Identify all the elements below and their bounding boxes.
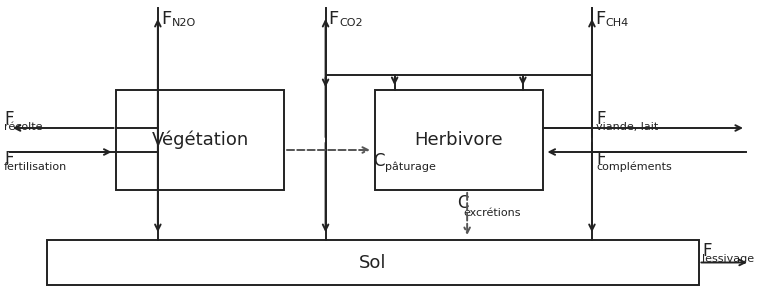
Text: viande, lait: viande, lait: [596, 122, 658, 132]
Bar: [116, 90, 284, 190]
Text: CH4: CH4: [606, 18, 629, 28]
Text: F: F: [329, 10, 339, 28]
Text: F: F: [596, 150, 605, 168]
Text: Sol: Sol: [359, 253, 387, 271]
Text: Végétation: Végétation: [152, 131, 249, 149]
Text: N2O: N2O: [172, 18, 196, 28]
Text: C: C: [457, 194, 469, 212]
Bar: [47, 240, 699, 285]
Text: F: F: [702, 243, 712, 261]
Text: F: F: [4, 110, 14, 128]
Text: CO2: CO2: [339, 18, 363, 28]
Text: récolte: récolte: [4, 122, 42, 132]
Bar: [375, 90, 542, 190]
Text: F: F: [161, 10, 171, 28]
Text: compléments: compléments: [596, 162, 672, 172]
Text: C: C: [373, 152, 385, 170]
Text: lessivage: lessivage: [702, 255, 755, 265]
Text: F: F: [4, 150, 14, 168]
Text: pâturage: pâturage: [385, 162, 436, 172]
Text: Herbivore: Herbivore: [414, 131, 503, 149]
Text: F: F: [596, 110, 605, 128]
Text: excrétions: excrétions: [463, 208, 521, 218]
Text: fertilisation: fertilisation: [4, 162, 67, 172]
Text: F: F: [595, 10, 605, 28]
